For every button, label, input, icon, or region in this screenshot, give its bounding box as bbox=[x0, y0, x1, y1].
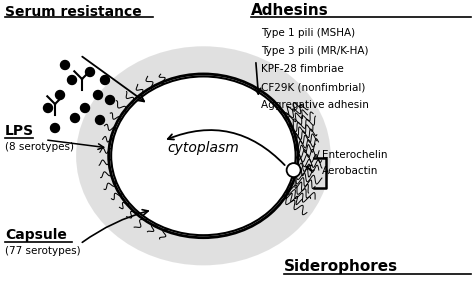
Circle shape bbox=[51, 123, 60, 133]
Text: KPF-28 fimbriae: KPF-28 fimbriae bbox=[261, 64, 343, 74]
Circle shape bbox=[68, 76, 77, 84]
Text: (77 serotypes): (77 serotypes) bbox=[5, 246, 80, 256]
Text: CF29K (nonfimbrial): CF29K (nonfimbrial) bbox=[261, 82, 365, 92]
Ellipse shape bbox=[76, 46, 331, 265]
Circle shape bbox=[86, 68, 95, 76]
Text: Capsule: Capsule bbox=[5, 228, 67, 242]
Text: Type 1 pili (MSHA): Type 1 pili (MSHA) bbox=[261, 28, 355, 38]
Text: Adhesins: Adhesins bbox=[251, 3, 328, 18]
Circle shape bbox=[61, 61, 70, 69]
Circle shape bbox=[55, 91, 64, 99]
Text: Aerobactin: Aerobactin bbox=[322, 166, 378, 176]
Circle shape bbox=[96, 116, 105, 124]
Circle shape bbox=[100, 76, 110, 84]
Text: Siderophores: Siderophores bbox=[284, 259, 398, 274]
Ellipse shape bbox=[111, 76, 296, 235]
Circle shape bbox=[80, 103, 89, 113]
Text: LPS: LPS bbox=[5, 124, 34, 138]
Text: (8 serotypes): (8 serotypes) bbox=[5, 142, 74, 152]
Circle shape bbox=[287, 163, 301, 177]
Text: Enterochelin: Enterochelin bbox=[322, 150, 387, 160]
Text: Type 3 pili (MR/K-HA): Type 3 pili (MR/K-HA) bbox=[261, 46, 368, 56]
Circle shape bbox=[94, 91, 103, 99]
Text: cytoplasm: cytoplasm bbox=[167, 141, 239, 155]
Circle shape bbox=[70, 113, 79, 123]
Text: Serum resistance: Serum resistance bbox=[5, 5, 142, 19]
Circle shape bbox=[44, 103, 53, 113]
Circle shape bbox=[105, 96, 114, 104]
Text: Aggregative adhesin: Aggregative adhesin bbox=[261, 100, 368, 110]
